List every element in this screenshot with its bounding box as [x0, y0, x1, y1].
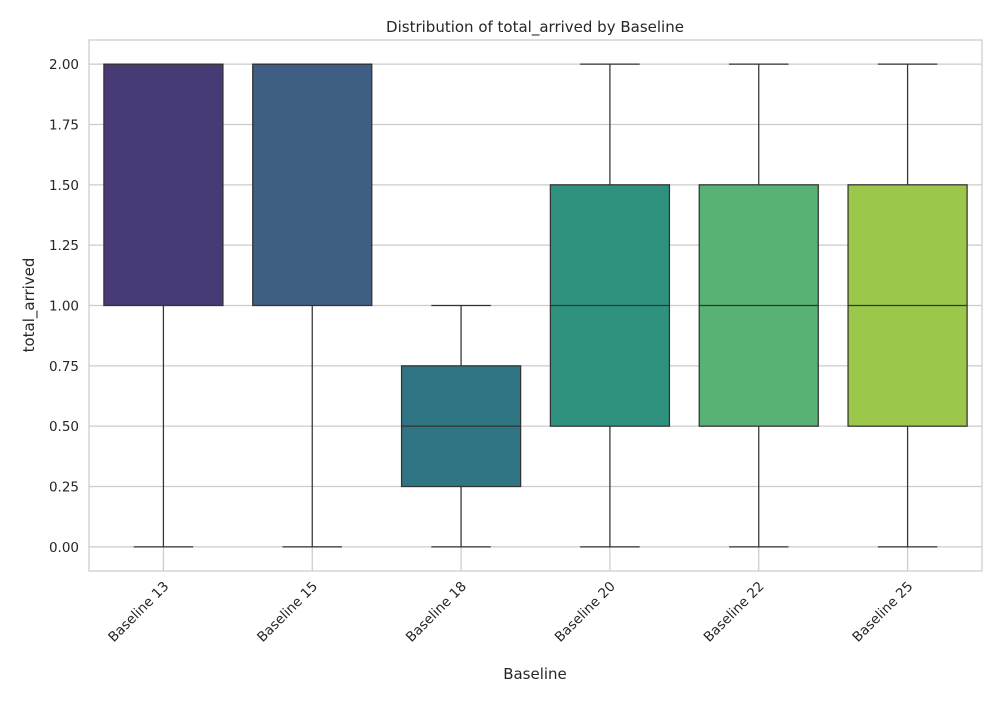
- boxes: [103, 63, 968, 548]
- y-tick-label: 0.00: [49, 540, 79, 556]
- x-tick-label: Baseline 25: [849, 579, 916, 646]
- y-tick-label: 0.50: [49, 419, 79, 435]
- x-tick-label: Baseline 13: [105, 579, 172, 646]
- x-tick-label: Baseline 18: [403, 579, 470, 646]
- x-tick-label: Baseline 22: [701, 579, 768, 646]
- plot-frame: [88, 39, 983, 572]
- gridlines: [89, 63, 982, 571]
- box-iqr: [252, 63, 373, 307]
- y-tick-label: 1.25: [49, 238, 79, 254]
- chart-title: Distribution of total_arrived by Baselin…: [386, 18, 684, 37]
- y-tick-label: 1.75: [49, 117, 79, 133]
- y-tick-label: 1.50: [49, 178, 79, 194]
- box-iqr: [103, 63, 224, 307]
- y-tick-label: 0.75: [49, 359, 79, 375]
- x-axis-label: Baseline: [503, 665, 567, 683]
- y-tick-labels: 0.00 0.25 0.50 0.75 1.00 1.25 1.50 1.75 2.00: [49, 57, 79, 556]
- x-tick-labels: Baseline 13 Baseline 15 Baseline 18 Baselin…: [105, 579, 916, 646]
- y-axis-label: total_arrived: [20, 258, 39, 353]
- y-tick-label: 1.00: [49, 299, 79, 315]
- x-tick-label: Baseline 20: [552, 579, 619, 646]
- y-tick-label: 2.00: [49, 57, 79, 73]
- y-tick-label: 0.25: [49, 480, 79, 496]
- x-tick-label: Baseline 15: [254, 579, 321, 646]
